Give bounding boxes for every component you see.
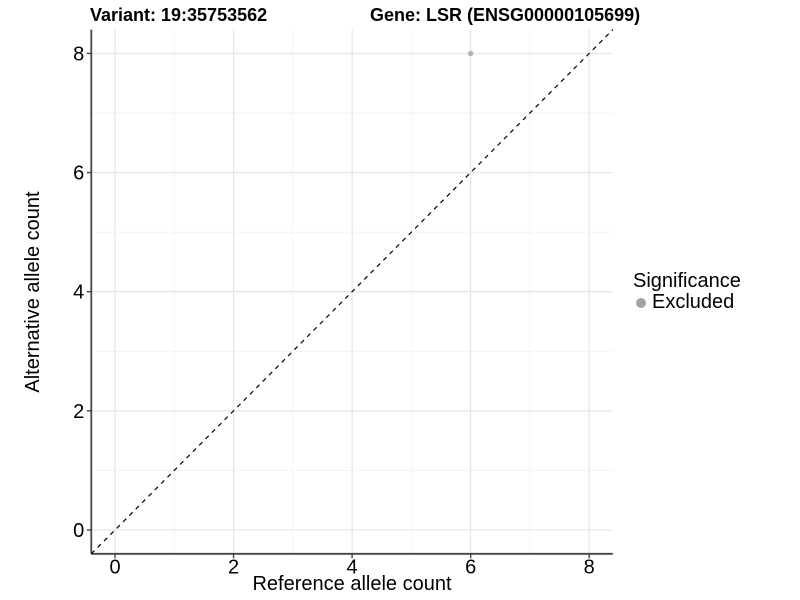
legend-title: Significance [633,270,741,292]
y-tick-label: 2 [73,401,84,423]
x-tick-label: 0 [109,556,120,578]
identity-reference-line [90,29,614,555]
data-point [467,50,474,57]
gene-title: Gene: LSR (ENSG00000105699) [370,5,641,25]
x-tick-label: 8 [584,556,595,578]
legend-item-label: Excluded [652,291,735,313]
x-axis-title: Reference allele count [252,573,452,595]
y-tick-label: 0 [73,520,84,542]
x-tick-label: 2 [228,556,239,578]
y-tick-label: 4 [73,282,84,304]
variant-title: Variant: 19:35753562 [90,5,268,25]
legend-item-excluded: Excluded [633,291,741,313]
x-tick-label: 6 [465,556,476,578]
excluded-point-icon [636,297,646,308]
y-tick-label: 8 [73,43,84,65]
y-tick-label: 6 [73,163,84,185]
y-axis-title: Alternative allele count [22,191,44,393]
legend: Significance Excluded [633,270,741,314]
x-tick-label: 4 [347,556,358,578]
